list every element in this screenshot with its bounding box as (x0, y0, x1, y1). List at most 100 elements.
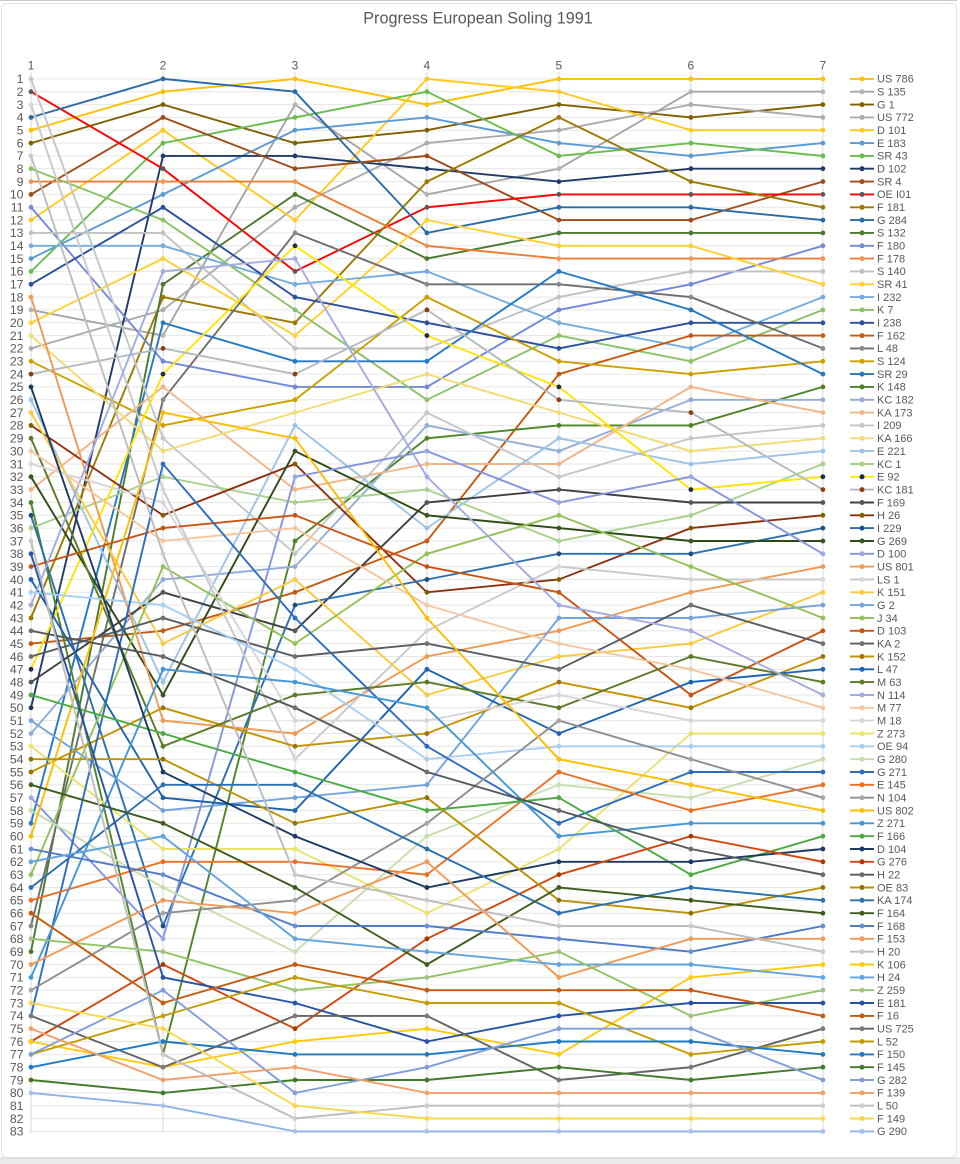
svg-text:G 1: G 1 (877, 99, 895, 111)
svg-text:7: 7 (17, 149, 24, 163)
svg-text:45: 45 (10, 637, 24, 651)
svg-text:K 152: K 152 (877, 651, 906, 663)
svg-text:D 104: D 104 (877, 844, 906, 856)
svg-text:1: 1 (17, 72, 24, 86)
svg-text:KC 181: KC 181 (877, 484, 914, 496)
svg-text:46: 46 (10, 650, 24, 664)
svg-text:SR 29: SR 29 (877, 369, 908, 381)
svg-text:13: 13 (10, 226, 24, 240)
svg-text:70: 70 (10, 958, 24, 972)
svg-text:F 16: F 16 (877, 1011, 899, 1023)
svg-text:G 269: G 269 (877, 536, 907, 548)
svg-text:18: 18 (10, 290, 24, 304)
svg-text:33: 33 (10, 483, 24, 497)
svg-text:29: 29 (10, 432, 24, 446)
svg-text:G 280: G 280 (877, 754, 907, 766)
svg-text:68: 68 (10, 932, 24, 946)
svg-text:83: 83 (10, 1125, 24, 1139)
svg-text:N 114: N 114 (877, 690, 906, 702)
svg-text:KC 182: KC 182 (877, 395, 914, 407)
svg-text:2: 2 (17, 85, 24, 99)
svg-text:16: 16 (10, 265, 24, 279)
svg-text:40: 40 (10, 573, 24, 587)
svg-text:5: 5 (556, 59, 563, 73)
svg-text:G 284: G 284 (877, 215, 907, 227)
svg-text:62: 62 (10, 855, 24, 869)
svg-text:12: 12 (10, 213, 24, 227)
svg-text:78: 78 (10, 1061, 24, 1075)
svg-text:10: 10 (10, 188, 24, 202)
svg-text:35: 35 (10, 509, 24, 523)
svg-text:OE 94: OE 94 (877, 741, 908, 753)
svg-text:KA 2: KA 2 (877, 638, 900, 650)
svg-text:SR 4: SR 4 (877, 176, 901, 188)
svg-text:4: 4 (17, 111, 24, 125)
svg-text:KC 1: KC 1 (877, 459, 901, 471)
svg-text:E 181: E 181 (877, 998, 906, 1010)
svg-text:59: 59 (10, 817, 24, 831)
svg-text:50: 50 (10, 701, 24, 715)
svg-text:52: 52 (10, 727, 24, 741)
svg-text:SR 43: SR 43 (877, 151, 908, 163)
svg-text:27: 27 (10, 406, 24, 420)
svg-text:H 20: H 20 (877, 947, 900, 959)
svg-text:E 183: E 183 (877, 138, 906, 150)
svg-text:8: 8 (17, 162, 24, 176)
svg-text:Z 273: Z 273 (877, 728, 905, 740)
svg-text:F 166: F 166 (877, 831, 905, 843)
svg-text:22: 22 (10, 342, 24, 356)
svg-text:M 63: M 63 (877, 677, 901, 689)
svg-text:47: 47 (10, 663, 24, 677)
svg-text:L 47: L 47 (877, 664, 898, 676)
svg-text:H 26: H 26 (877, 510, 900, 522)
svg-text:79: 79 (10, 1073, 24, 1087)
svg-text:US 772: US 772 (877, 112, 914, 124)
svg-text:F 181: F 181 (877, 202, 905, 214)
svg-text:26: 26 (10, 393, 24, 407)
svg-text:G 271: G 271 (877, 767, 907, 779)
svg-text:US 802: US 802 (877, 805, 914, 817)
svg-text:F 164: F 164 (877, 908, 905, 920)
svg-text:9: 9 (17, 175, 24, 189)
svg-text:Z 259: Z 259 (877, 985, 905, 997)
svg-text:43: 43 (10, 611, 24, 625)
svg-text:KA 166: KA 166 (877, 433, 912, 445)
svg-text:G 2: G 2 (877, 600, 895, 612)
svg-text:3: 3 (17, 98, 24, 112)
svg-text:71: 71 (10, 971, 24, 985)
svg-text:34: 34 (10, 496, 24, 510)
svg-text:F 149: F 149 (877, 1113, 905, 1125)
svg-text:61: 61 (10, 842, 24, 856)
svg-text:37: 37 (10, 534, 24, 548)
svg-text:M 18: M 18 (877, 715, 901, 727)
svg-text:23: 23 (10, 355, 24, 369)
svg-text:E 92: E 92 (877, 472, 900, 484)
svg-text:28: 28 (10, 419, 24, 433)
svg-text:2: 2 (160, 59, 167, 73)
svg-text:F 145: F 145 (877, 1062, 905, 1074)
svg-text:75: 75 (10, 1022, 24, 1036)
svg-text:I 229: I 229 (877, 523, 901, 535)
svg-text:66: 66 (10, 907, 24, 921)
svg-text:F 162: F 162 (877, 330, 905, 342)
svg-text:I 232: I 232 (877, 292, 901, 304)
svg-text:F 139: F 139 (877, 1088, 905, 1100)
svg-text:G 282: G 282 (877, 1075, 907, 1087)
svg-text:25: 25 (10, 380, 24, 394)
svg-text:G 276: G 276 (877, 857, 907, 869)
svg-text:M 77: M 77 (877, 703, 901, 715)
svg-text:KA 173: KA 173 (877, 407, 912, 419)
svg-text:SR 41: SR 41 (877, 279, 908, 291)
svg-text:64: 64 (10, 881, 24, 895)
svg-text:F 168: F 168 (877, 921, 905, 933)
svg-text:41: 41 (10, 586, 24, 600)
svg-text:30: 30 (10, 444, 24, 458)
svg-text:K 148: K 148 (877, 382, 906, 394)
svg-text:4: 4 (424, 59, 431, 73)
svg-text:80: 80 (10, 1086, 24, 1100)
svg-text:S 140: S 140 (877, 266, 906, 278)
svg-text:OE 83: OE 83 (877, 882, 908, 894)
svg-text:5: 5 (17, 124, 24, 138)
svg-text:I 238: I 238 (877, 318, 901, 330)
svg-text:I 209: I 209 (877, 420, 901, 432)
